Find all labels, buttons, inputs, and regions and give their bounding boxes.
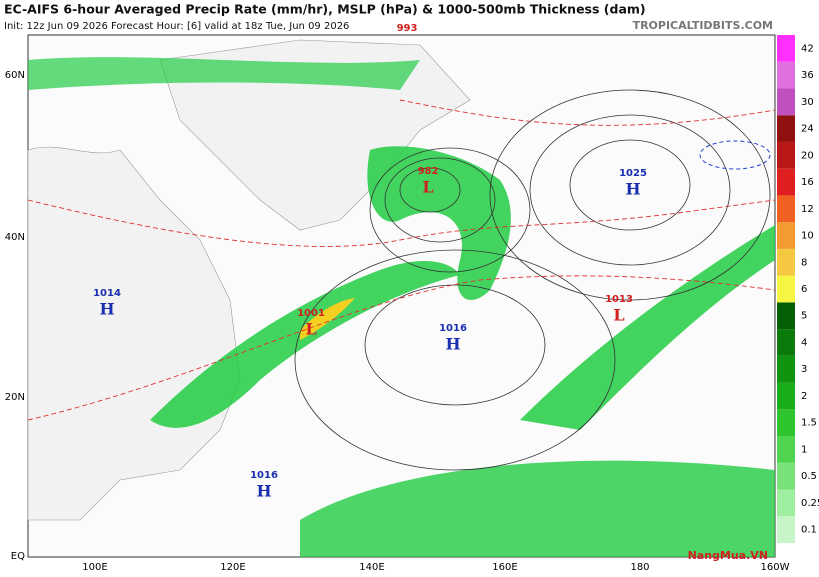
colorbar-label: 4 (801, 337, 807, 348)
colorbar-label: 10 (801, 231, 814, 242)
colorbar-label: 1 (801, 444, 807, 455)
watermark: NangMua.VN (688, 549, 768, 562)
map-area (27, 34, 776, 558)
colorbar-swatch (777, 302, 795, 330)
colorbar-swatch (777, 141, 795, 169)
colorbar-label: 20 (801, 150, 814, 161)
center-letter: L (305, 320, 316, 339)
center-letter: L (613, 306, 624, 325)
center-value: 1016 (250, 470, 278, 481)
precip-area (520, 225, 775, 430)
center-letter: H (625, 180, 640, 199)
center-letter: L (422, 178, 433, 197)
center-value: 1016 (439, 323, 467, 334)
isobars (294, 89, 771, 471)
colorbar-label: 6 (801, 284, 807, 295)
precip-area (367, 146, 511, 300)
colorbar-swatch (777, 195, 795, 223)
colorbar-swatch (777, 516, 795, 543)
colorbar-label: 8 (801, 257, 807, 268)
colorbar-label: 0.1 (801, 525, 817, 536)
center-value: 1001 (297, 308, 325, 319)
center-value: 982 (418, 166, 439, 177)
colorbar-swatch (777, 222, 795, 249)
brand: TROPICALTIDBITS.COM (633, 19, 773, 32)
colorbar-swatch (777, 168, 795, 196)
subtitle: Init: 12z Jun 09 2026 Forecast Hour: [6]… (4, 21, 349, 32)
lon-label: 120E (220, 562, 245, 573)
center-letter: H (256, 482, 271, 501)
thickness-540 (699, 140, 771, 170)
colorbar-label: 36 (801, 70, 814, 81)
lon-label: 160W (761, 562, 790, 573)
land (27, 146, 241, 521)
colorbar-swatch (777, 35, 795, 62)
center-value: 1013 (605, 294, 633, 305)
colorbar-label: 12 (801, 204, 814, 215)
lat-label: EQ (11, 551, 25, 562)
center-value: 1014 (93, 288, 121, 299)
colorbar-label: 0.25 (801, 498, 819, 509)
colorbar-swatch (777, 355, 795, 383)
colorbar-label: 1.5 (801, 418, 817, 429)
colorbar-swatch (777, 462, 795, 490)
lon-label: 160E (492, 562, 517, 573)
colorbar-label: 30 (801, 97, 814, 108)
colorbar-swatch (777, 275, 795, 303)
center-value: 993 (397, 23, 418, 34)
colorbar-label: 24 (801, 124, 814, 135)
precip-core (300, 298, 355, 340)
lat-label: 60N (5, 70, 25, 81)
colorbar-swatch (777, 61, 795, 89)
center-letter: H (445, 335, 460, 354)
precip-area (28, 57, 420, 90)
colorbar-label: 2 (801, 391, 807, 402)
colorbar-swatch (777, 115, 795, 142)
colorbar-label: 42 (801, 43, 814, 54)
lon-label: 180 (630, 562, 649, 573)
colorbar-swatch (777, 409, 795, 437)
lat-label: 20N (5, 392, 25, 403)
center-value: 1025 (619, 168, 647, 179)
precip-area (300, 460, 775, 557)
colorbar-label: 16 (801, 177, 814, 188)
lon-label: 140E (359, 562, 384, 573)
colorbar-swatch (777, 436, 795, 463)
colorbar-swatch (777, 382, 795, 410)
colorbar-label: 5 (801, 311, 807, 322)
colorbar-label: 3 (801, 364, 807, 375)
lat-label: 40N (5, 232, 25, 243)
colorbar-swatch (777, 489, 795, 517)
center-letter: H (99, 300, 114, 319)
thickness-lines (27, 99, 776, 421)
title: EC-AIFS 6-hour Averaged Precip Rate (mm/… (4, 2, 646, 17)
colorbar-swatch (777, 329, 795, 356)
colorbar-label: 0.5 (801, 471, 817, 482)
precip-area (150, 260, 460, 428)
colorbar-swatch (777, 88, 795, 116)
lon-label: 100E (82, 562, 107, 573)
colorbar-swatch (777, 248, 795, 276)
